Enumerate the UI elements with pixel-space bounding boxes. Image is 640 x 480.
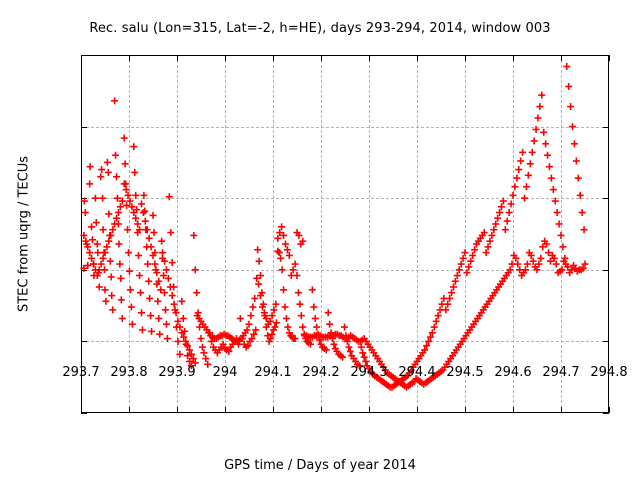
y-tick-mark	[603, 269, 609, 271]
gridline-vertical	[129, 55, 130, 413]
x-axis-title: GPS time / Days of year 2014	[224, 458, 416, 473]
gridline-vertical	[465, 55, 466, 413]
x-tick-label: 293.7	[62, 365, 100, 380]
gridline-horizontal	[81, 198, 609, 200]
y-axis-title-text: STEC from uqrg / TECUs	[16, 155, 32, 313]
x-tick-mark	[417, 407, 418, 413]
x-tick-label: 294.4	[398, 365, 436, 380]
gridline-vertical	[513, 55, 514, 413]
x-tick-mark	[225, 55, 226, 61]
x-tick-mark	[513, 55, 514, 61]
x-tick-mark	[129, 55, 130, 61]
gridline-vertical	[273, 55, 274, 413]
x-tick-label: 293.8	[110, 365, 148, 380]
x-tick-mark	[273, 407, 274, 413]
x-tick-label: 294.3	[350, 365, 388, 380]
x-tick-mark	[273, 55, 274, 61]
x-tick-mark	[561, 407, 562, 413]
gridline-vertical	[369, 55, 370, 413]
x-tick-mark	[465, 407, 466, 413]
x-tick-label: 294	[212, 365, 238, 380]
x-tick-mark	[321, 407, 322, 413]
x-tick-mark	[177, 407, 178, 413]
x-tick-mark	[225, 407, 226, 413]
plot-frame	[81, 55, 609, 413]
x-tick-label: 294.1	[254, 365, 292, 380]
gridline-vertical	[225, 55, 226, 413]
x-tick-mark	[513, 407, 514, 413]
plot-area	[80, 55, 610, 414]
series-stec-from-uqrg	[80, 62, 589, 391]
y-tick-mark	[603, 413, 609, 414]
y-tick-mark	[81, 341, 87, 343]
x-tick-mark	[417, 55, 418, 61]
x-tick-label: 293.9	[158, 365, 196, 380]
x-tick-label: 294.7	[542, 365, 580, 380]
x-tick-label: 294.8	[590, 365, 628, 380]
y-tick-mark	[603, 198, 609, 200]
y-tick-mark	[603, 341, 609, 343]
y-tick-mark	[603, 126, 609, 128]
x-tick-label: 294.2	[302, 365, 340, 380]
x-tick-label: 294.5	[446, 365, 484, 380]
y-axis-title: STEC from uqrg / TECUs	[14, 55, 34, 413]
x-tick-mark	[609, 55, 610, 61]
y-tick-mark	[81, 126, 87, 128]
x-tick-mark	[321, 55, 322, 61]
y-tick-mark	[81, 413, 87, 414]
gridline-vertical	[417, 55, 418, 413]
x-tick-mark	[177, 55, 178, 61]
gridline-vertical	[177, 55, 178, 413]
x-tick-mark	[369, 407, 370, 413]
x-tick-mark	[561, 55, 562, 61]
chart-title: Rec. salu (Lon=315, Lat=-2, h=HE), days …	[89, 21, 551, 36]
scatter-series	[80, 62, 589, 391]
gridline-horizontal	[81, 269, 609, 271]
x-tick-mark	[369, 55, 370, 61]
x-tick-label: 294.6	[494, 365, 532, 380]
gridline-vertical	[321, 55, 322, 413]
gridline-horizontal	[81, 126, 609, 128]
x-tick-mark	[129, 407, 130, 413]
x-tick-mark	[609, 407, 610, 413]
x-tick-mark	[465, 55, 466, 61]
